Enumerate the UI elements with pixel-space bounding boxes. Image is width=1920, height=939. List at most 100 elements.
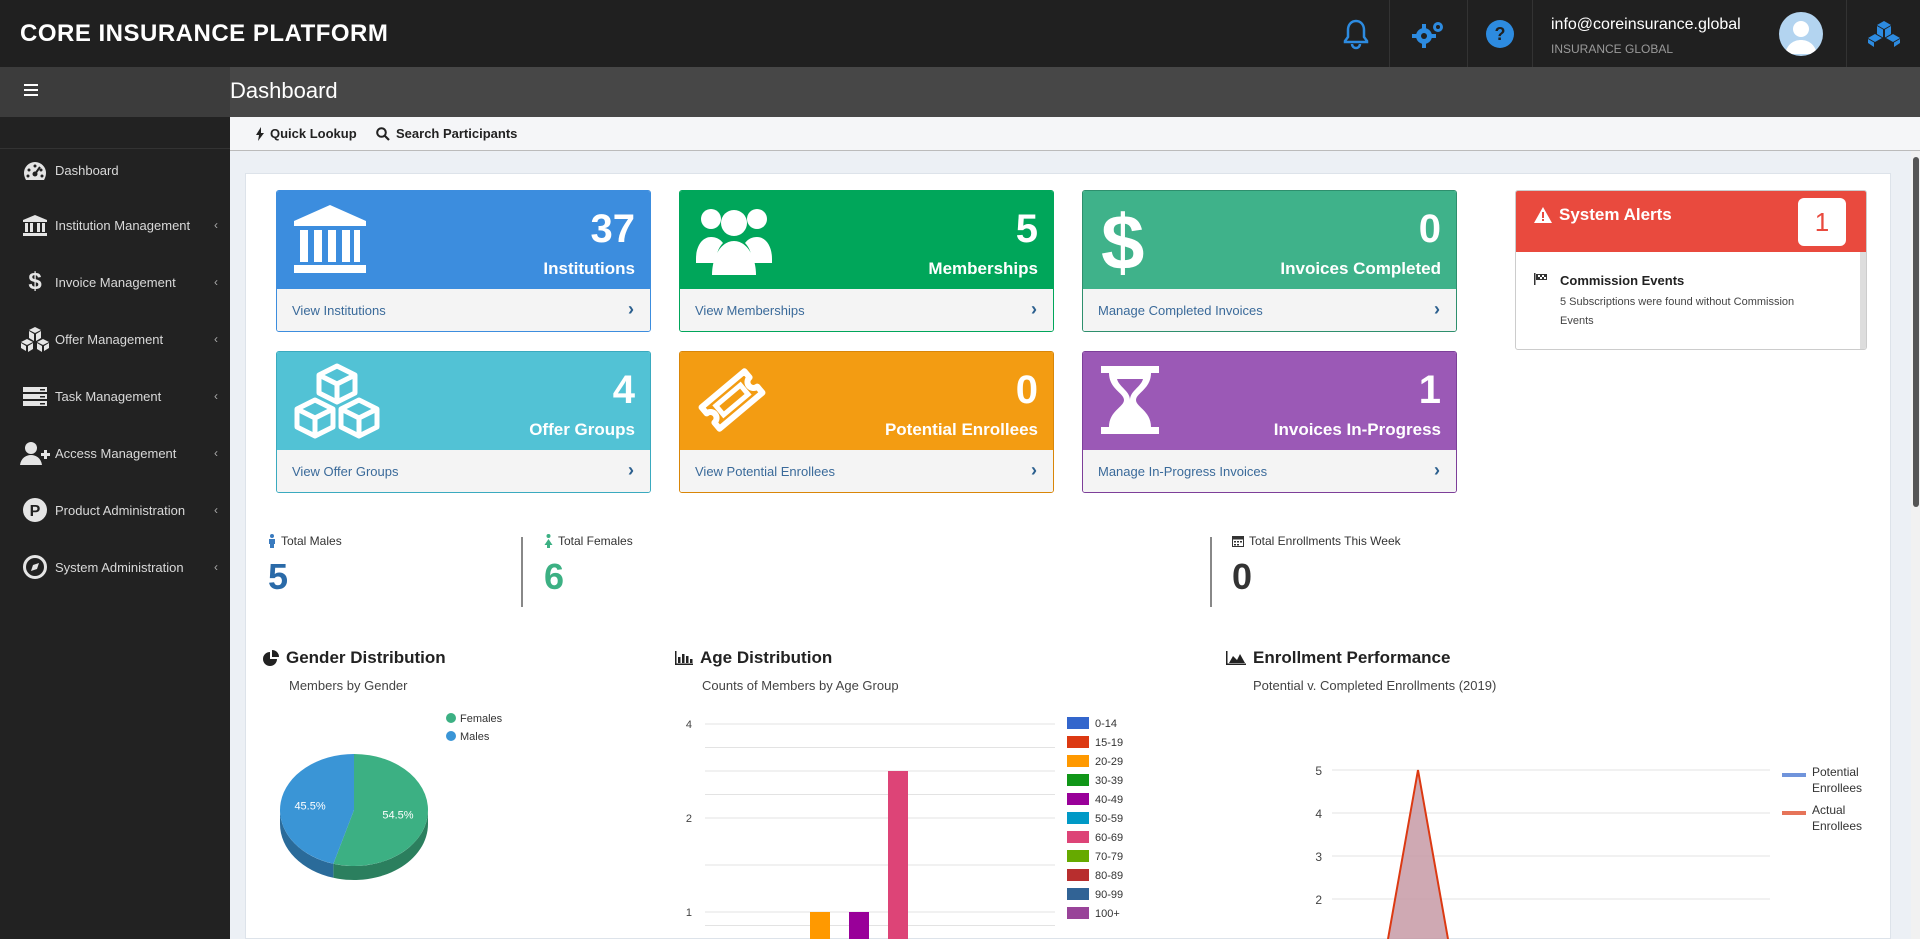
bar-legend-label: 50-59 — [1095, 813, 1123, 825]
chevron-left-icon: ‹ — [214, 503, 218, 517]
tile-label: Invoices In-Progress — [1273, 420, 1441, 439]
flag-icon — [1534, 273, 1547, 285]
view-potential-enrollees-link[interactable]: View Potential Enrollees › — [680, 450, 1053, 492]
quick-lookup-label: Quick Lookup — [270, 126, 357, 141]
alerts-count-badge: 1 — [1798, 198, 1846, 246]
manage-in-progress-invoices-link[interactable]: Manage In-Progress Invoices › — [1083, 450, 1456, 492]
server-icon — [20, 386, 50, 406]
age-chart-subtitle: Counts of Members by Age Group — [702, 678, 899, 693]
search-participants-link[interactable]: Search Participants — [376, 126, 517, 141]
sub-header: Dashboard — [0, 67, 1920, 117]
svg-text:$: $ — [1101, 201, 1144, 281]
age-chart-title: Age Distribution — [675, 648, 832, 668]
sidebar-item-access-management[interactable]: Access Management ‹ — [0, 431, 230, 475]
sidebar-item-label: System Administration — [55, 559, 184, 575]
performance-chart-title: Enrollment Performance — [1226, 648, 1450, 668]
tile-link-label: View Offer Groups — [292, 464, 399, 479]
area-y-tick: 5 — [1315, 764, 1322, 778]
sidebar-item-label: Dashboard — [55, 163, 119, 178]
chevron-right-icon: › — [1031, 460, 1037, 480]
bolt-icon — [256, 126, 264, 141]
performance-chart-subtitle: Potential v. Completed Enrollments (2019… — [1253, 678, 1497, 693]
bar-legend-swatch — [1067, 812, 1089, 824]
sidebar-item-invoice-management[interactable]: $ Invoice Management ‹ — [0, 260, 230, 304]
chevron-right-icon: › — [1434, 460, 1440, 480]
bar-y-tick: 2 — [686, 813, 692, 825]
tile-link-label: Manage In-Progress Invoices — [1098, 464, 1268, 479]
area-legend-swatch — [1782, 811, 1806, 815]
avatar[interactable] — [1779, 12, 1823, 56]
chevron-left-icon: ‹ — [214, 275, 218, 289]
manage-completed-invoices-link[interactable]: Manage Completed Invoices › — [1083, 289, 1456, 331]
search-icon — [376, 126, 390, 141]
bar-legend-swatch — [1067, 793, 1089, 805]
pie-legend-swatch — [446, 731, 456, 741]
institution-icon — [20, 214, 50, 236]
chevron-left-icon: ‹ — [214, 389, 218, 403]
settings-button[interactable] — [1409, 14, 1449, 54]
sidebar-item-label: Invoice Management — [55, 274, 176, 290]
male-icon — [269, 534, 275, 548]
tile-value: 0 — [1418, 207, 1441, 251]
pie-legend-label: Males — [460, 731, 490, 743]
stat-value: 5 — [268, 556, 289, 597]
chevron-left-icon: ‹ — [214, 446, 218, 460]
sidebar-item-label: Product Administration — [55, 502, 186, 518]
sidebar-item-label: Access Management — [55, 445, 177, 461]
stat-label: Total Enrollments This Week — [1249, 534, 1401, 548]
sidebar-item-product-administration[interactable]: P Product Administration ‹ — [0, 488, 230, 532]
sidebar-item-task-management[interactable]: Task Management ‹ — [0, 374, 230, 418]
area-legend-label: Potential Enrollees — [1812, 765, 1862, 795]
view-institutions-link[interactable]: View Institutions › — [277, 289, 650, 331]
apps-button[interactable] — [1864, 14, 1904, 54]
view-memberships-link[interactable]: View Memberships › — [680, 289, 1053, 331]
area-legend-label: Actual Enrollees — [1812, 803, 1862, 833]
area-y-tick: 4 — [1315, 807, 1322, 821]
tile-potential-enrollees: 0 Potential Enrollees View Potential Enr… — [679, 351, 1054, 493]
bar-y-tick: 1 — [686, 907, 692, 919]
user-email[interactable]: info@coreinsurance.global — [1551, 16, 1741, 33]
stat-total-enrollments-week: Total Enrollments This Week 0 — [1232, 534, 1401, 598]
bar-legend-swatch — [1067, 736, 1089, 748]
alert-event-title[interactable]: Commission Events — [1560, 273, 1685, 288]
bar-legend-swatch — [1067, 717, 1089, 729]
bar-chart-icon — [675, 651, 693, 665]
tile-institutions: 37 Institutions View Institutions › — [276, 190, 651, 332]
tile-value: 37 — [590, 207, 636, 251]
tile-invoices-completed: $ 0 Invoices Completed Manage Completed … — [1082, 190, 1457, 332]
bar-legend-label: 40-49 — [1095, 794, 1123, 806]
help-button[interactable]: ? — [1480, 14, 1520, 54]
tile-offer-groups: 4 Offer Groups View Offer Groups › — [276, 351, 651, 493]
tile-label: Offer Groups — [529, 420, 635, 439]
bar-60-69 — [888, 771, 908, 939]
cubes-icon — [294, 363, 380, 439]
chevron-left-icon: ‹ — [214, 560, 218, 574]
notifications-button[interactable] — [1336, 14, 1376, 54]
quick-lookup-link[interactable]: Quick Lookup — [256, 126, 357, 141]
pie-slice — [333, 754, 428, 866]
dollar-icon: $ — [28, 268, 42, 295]
bar-y-tick: 4 — [686, 719, 692, 731]
chevron-left-icon: ‹ — [214, 218, 218, 232]
top-bar: CORE INSURANCE PLATFORM ? info@coreinsur… — [0, 0, 1920, 67]
svg-text:P: P — [30, 503, 41, 520]
gender-chart-title: Gender Distribution — [263, 648, 446, 668]
view-offer-groups-link[interactable]: View Offer Groups › — [277, 450, 650, 492]
system-alerts-panel: System Alerts 1 Commission Events 5 Subs… — [1515, 190, 1867, 350]
sidebar-item-offer-management[interactable]: Offer Management ‹ — [0, 317, 230, 361]
scrollbar[interactable] — [1911, 151, 1920, 939]
tile-value: 4 — [612, 368, 635, 412]
tile-label: Institutions — [543, 259, 635, 278]
bar-legend-label: 80-89 — [1095, 870, 1123, 882]
chevron-right-icon: › — [628, 299, 634, 319]
menu-toggle-icon[interactable] — [24, 84, 38, 96]
alerts-scrollbar[interactable] — [1860, 252, 1866, 349]
user-icon — [1785, 21, 1817, 54]
sidebar-item-institution-management[interactable]: Institution Management ‹ — [0, 203, 230, 247]
alerts-title-label: System Alerts — [1559, 205, 1672, 224]
sidebar-item-dashboard[interactable]: Dashboard — [0, 148, 230, 192]
sidebar-item-system-administration[interactable]: System Administration ‹ — [0, 545, 230, 589]
tile-link-label: Manage Completed Invoices — [1098, 303, 1263, 318]
bar-legend-swatch — [1067, 755, 1089, 767]
sidebar-item-label: Offer Management — [55, 331, 164, 347]
